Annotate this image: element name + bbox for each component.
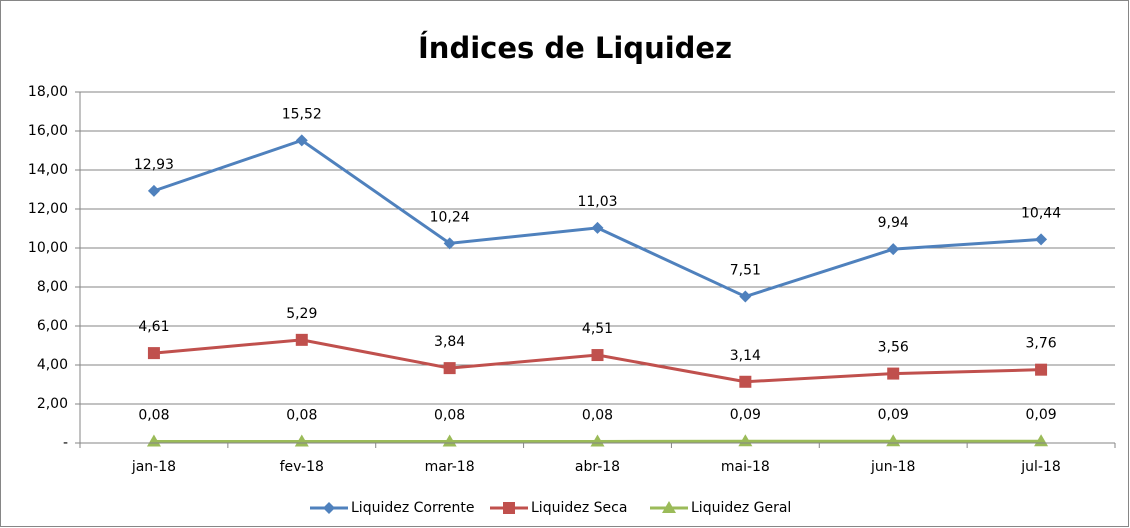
legend-marker	[323, 502, 335, 514]
data-label: 0,08	[582, 407, 613, 423]
marker	[591, 221, 604, 234]
data-label: 7,51	[730, 263, 761, 279]
marker	[739, 375, 752, 388]
y-tick-label: 2,00	[37, 396, 68, 412]
marker	[443, 362, 456, 375]
legend-marker	[662, 501, 676, 513]
marker	[887, 243, 900, 256]
data-label: 10,44	[1021, 205, 1061, 221]
marker	[295, 134, 308, 147]
x-tick-label: jun-18	[870, 459, 916, 475]
y-tick-label: 14,00	[28, 162, 68, 178]
marker	[295, 333, 308, 346]
data-label: 3,14	[730, 348, 761, 364]
x-tick-label: mai-18	[721, 459, 770, 475]
y-tick-label: 18,00	[28, 84, 68, 100]
marker	[147, 184, 160, 197]
y-tick-label: 16,00	[28, 123, 68, 139]
marker	[739, 290, 752, 303]
marker	[1035, 233, 1048, 246]
chart-title: Índices de Liquidez	[418, 31, 732, 65]
x-tick-label: jan-18	[131, 459, 176, 475]
x-tick-label: mar-18	[425, 459, 475, 475]
data-label: 9,94	[878, 215, 909, 231]
data-label: 3,56	[878, 340, 909, 356]
data-label: 15,52	[282, 106, 322, 122]
data-label: 5,29	[286, 306, 317, 322]
data-label: 0,08	[286, 407, 317, 423]
x-tick-label: jul-18	[1020, 459, 1061, 475]
y-tick-label: 6,00	[37, 318, 68, 334]
x-tick-label: fev-18	[280, 459, 324, 475]
y-tick-label: 8,00	[37, 279, 68, 295]
marker	[887, 367, 900, 380]
data-label: 0,09	[878, 407, 909, 423]
data-label: 3,84	[434, 334, 465, 350]
data-label: 3,76	[1025, 336, 1056, 352]
legend-marker	[503, 502, 515, 514]
marker	[147, 347, 160, 360]
data-label: 4,51	[582, 321, 613, 337]
data-label: 12,93	[134, 157, 174, 173]
marker	[591, 349, 604, 362]
y-tick-label: 4,00	[37, 357, 68, 373]
data-label: 10,24	[430, 209, 470, 225]
y-tick-label: 10,00	[28, 240, 68, 256]
data-label: 11,03	[577, 194, 617, 210]
legend-label: Liquidez Corrente	[351, 500, 475, 516]
marker	[1035, 363, 1048, 376]
y-tick-label: -	[63, 435, 68, 451]
legend-label: Liquidez Geral	[691, 500, 791, 516]
data-label: 0,08	[138, 407, 169, 423]
marker	[443, 237, 456, 250]
data-label: 0,09	[730, 407, 761, 423]
y-tick-label: 12,00	[28, 201, 68, 217]
data-label: 0,08	[434, 407, 465, 423]
legend-label: Liquidez Seca	[531, 500, 627, 516]
data-label: 0,09	[1025, 407, 1056, 423]
data-label: 4,61	[138, 319, 169, 335]
x-tick-label: abr-18	[575, 459, 620, 475]
